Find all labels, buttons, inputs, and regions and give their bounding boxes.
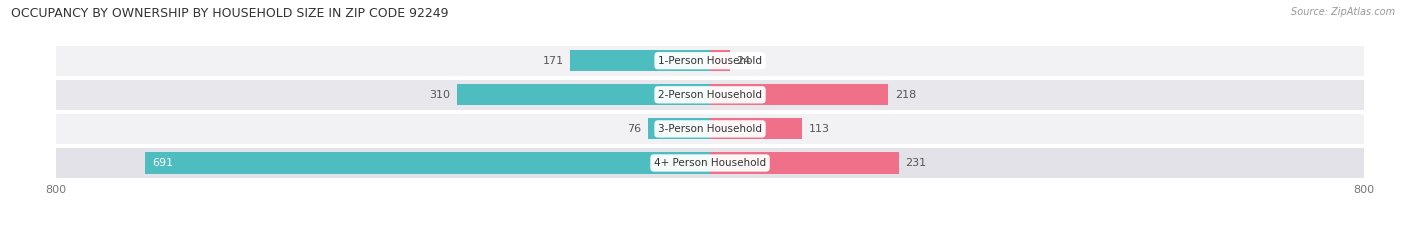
Text: 76: 76 — [627, 124, 641, 134]
Bar — [56, 46, 1364, 76]
Text: 4+ Person Household: 4+ Person Household — [654, 158, 766, 168]
Bar — [648, 118, 710, 140]
Text: 231: 231 — [905, 158, 927, 168]
Text: 24: 24 — [737, 56, 751, 66]
Bar — [710, 152, 898, 174]
Bar — [56, 80, 1364, 110]
Bar — [56, 114, 1364, 144]
Text: 218: 218 — [894, 90, 915, 100]
Bar — [571, 50, 710, 71]
Bar — [457, 84, 710, 105]
Text: 3-Person Household: 3-Person Household — [658, 124, 762, 134]
Text: 171: 171 — [543, 56, 564, 66]
Bar — [710, 84, 889, 105]
Text: 691: 691 — [152, 158, 173, 168]
Bar — [710, 118, 803, 140]
Text: OCCUPANCY BY OWNERSHIP BY HOUSEHOLD SIZE IN ZIP CODE 92249: OCCUPANCY BY OWNERSHIP BY HOUSEHOLD SIZE… — [11, 7, 449, 20]
Text: Source: ZipAtlas.com: Source: ZipAtlas.com — [1291, 7, 1395, 17]
Text: 2-Person Household: 2-Person Household — [658, 90, 762, 100]
Text: 310: 310 — [429, 90, 450, 100]
Text: 1-Person Household: 1-Person Household — [658, 56, 762, 66]
Text: 113: 113 — [808, 124, 830, 134]
Bar — [710, 50, 730, 71]
Bar — [56, 148, 1364, 178]
Bar — [145, 152, 710, 174]
